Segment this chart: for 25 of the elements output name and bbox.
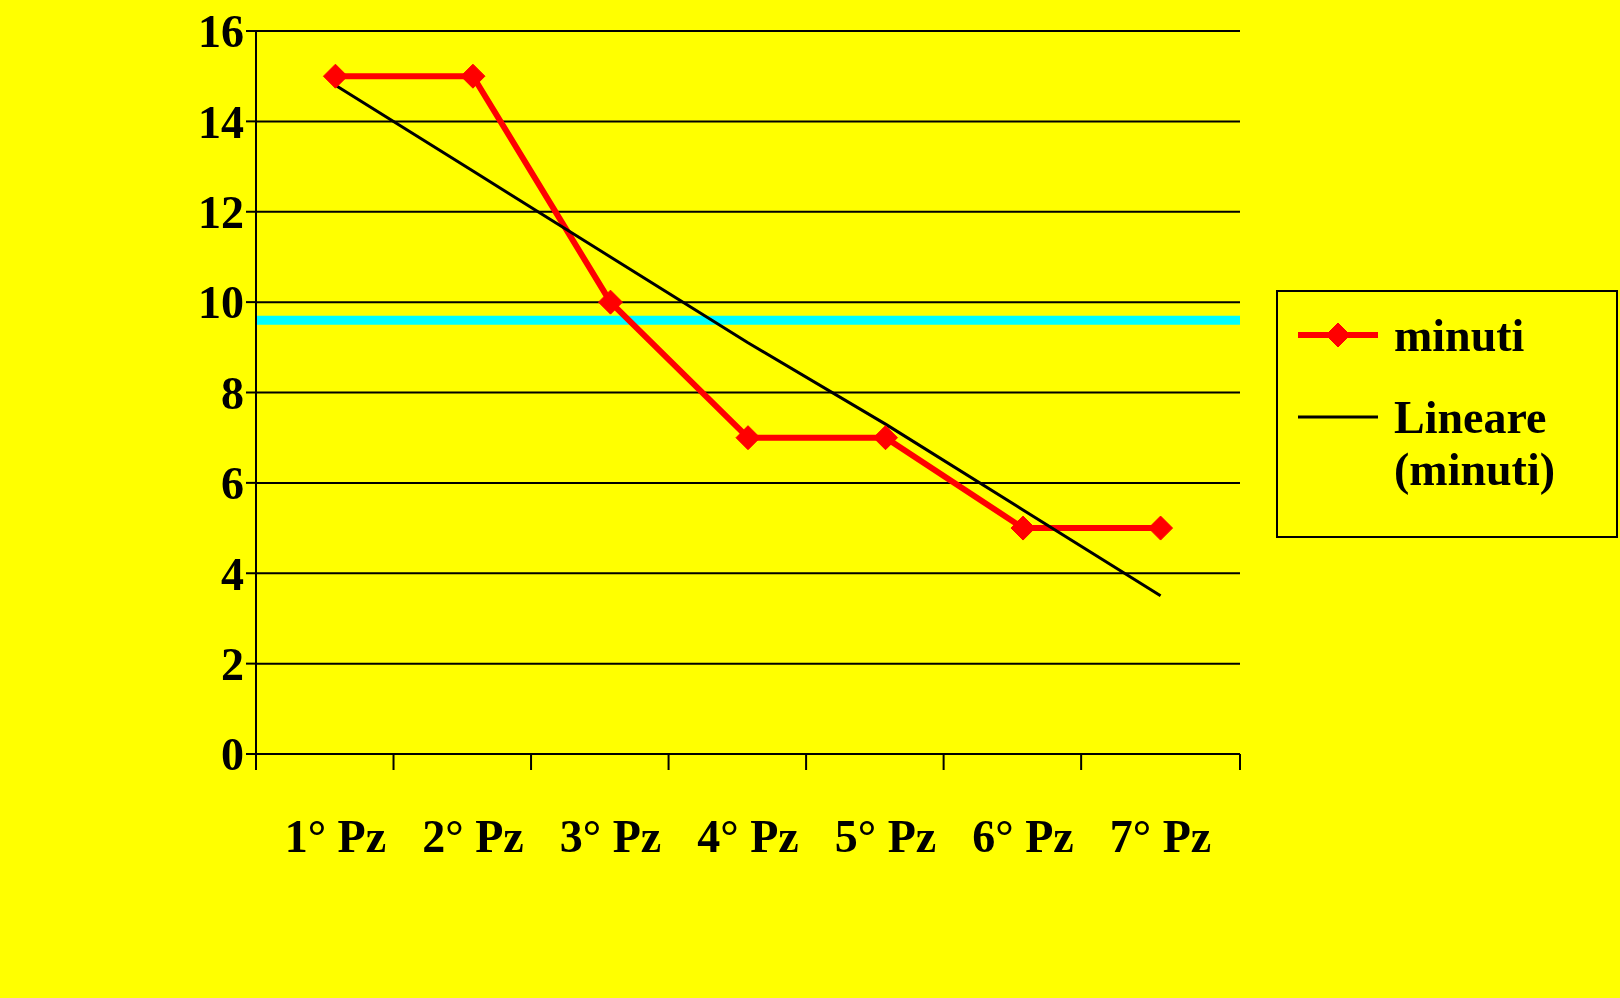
y-tick-label: 6 (221, 458, 244, 510)
point (873, 425, 899, 451)
y-tick-label: 2 (221, 638, 244, 690)
legend-label: Lineare (minuti) (1394, 392, 1556, 496)
point (1148, 515, 1174, 541)
x-tick-label: 3° Pz (559, 811, 662, 862)
x-tick-label: 6° Pz (972, 811, 1074, 862)
x-tick-label: 4° Pz (697, 811, 799, 862)
point (322, 63, 348, 89)
x-tick-label: 1° Pz (284, 811, 387, 862)
y-tick-label: 10 (198, 277, 244, 329)
x-tick-label: 7° Pz (1109, 811, 1212, 862)
legend-label: minuti (1394, 310, 1525, 362)
y-tick-label: 12 (198, 187, 244, 239)
x-tick-label: 2° Pz (422, 811, 524, 862)
point (460, 63, 486, 89)
y-tick-label: 8 (221, 367, 244, 419)
point (597, 289, 623, 315)
point (1010, 515, 1036, 541)
y-tick-label: 4 (221, 548, 244, 600)
point (735, 425, 761, 451)
x-tick-label: 5° Pz (834, 811, 937, 862)
y-tick-label: 0 (221, 729, 244, 781)
y-tick-label: 16 (198, 6, 244, 58)
y-tick-label: 14 (198, 96, 244, 148)
